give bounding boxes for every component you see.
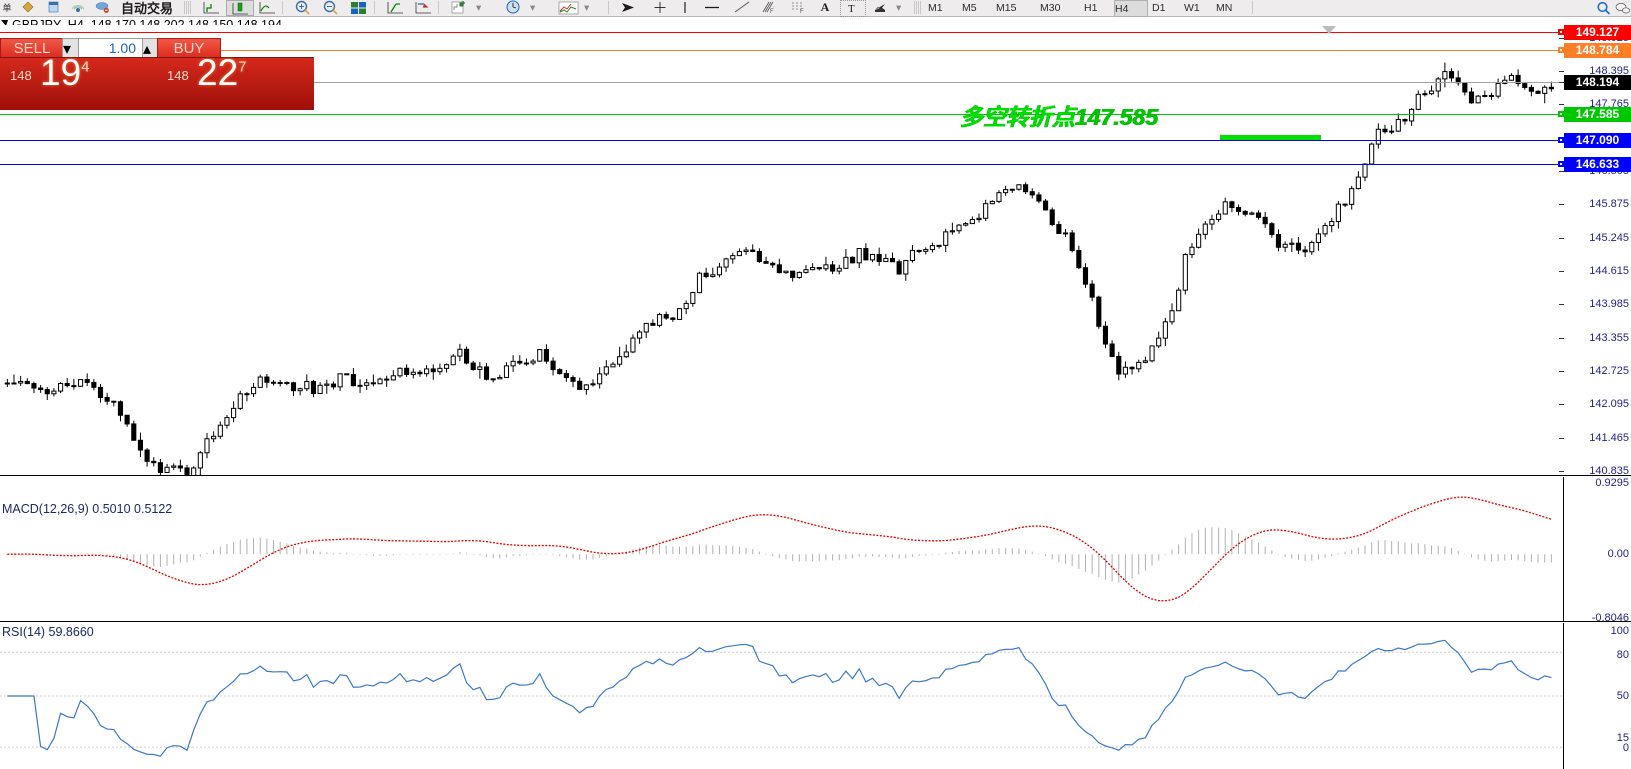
svg-text:F: F [800, 9, 804, 14]
svg-text:T: T [848, 3, 855, 15]
svg-text:F: F [770, 9, 774, 14]
